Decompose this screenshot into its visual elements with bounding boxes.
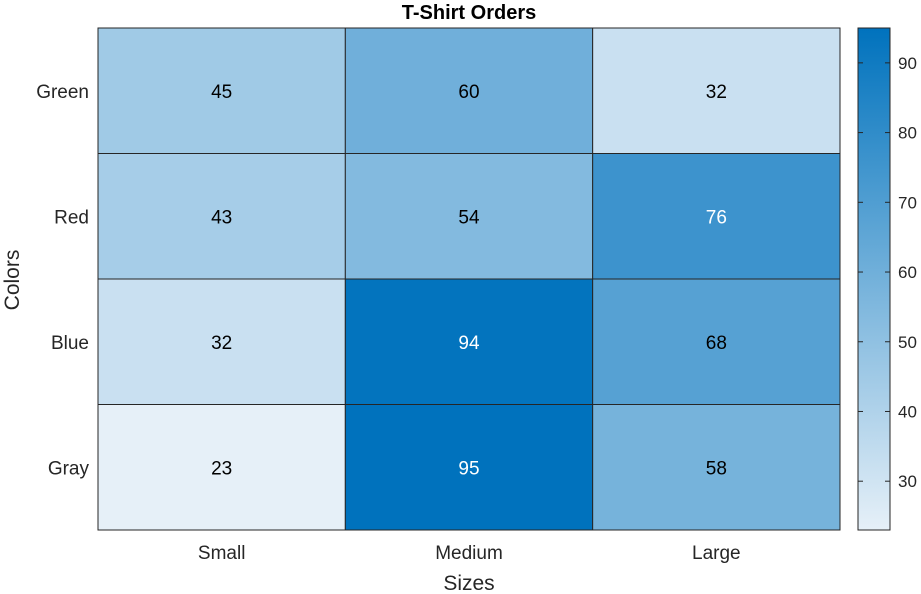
- y-axis-label: Colors: [1, 250, 24, 311]
- colorbar-tick-label: 30: [898, 472, 917, 491]
- heatmap-cell: [344, 153, 594, 280]
- heatmap-cell: [592, 153, 841, 280]
- y-tick-label: Red: [54, 207, 89, 228]
- cell-value-label: 45: [211, 82, 232, 103]
- y-tick-label: Blue: [51, 333, 89, 354]
- colorbar-tick-label: 40: [898, 402, 917, 421]
- heatmap-cell: [592, 404, 841, 531]
- colorbar-gradient: [857, 27, 891, 531]
- cell-value-label: 32: [706, 82, 727, 103]
- colorbar-tick-label: 50: [898, 333, 917, 352]
- plot-frame: [97, 27, 841, 531]
- heatmap-cells: 45 60 32 43 54 76 32 94 68 23 95 58: [97, 27, 841, 531]
- heatmap-cell: [344, 27, 594, 154]
- colorbar: 30 40 50 60 70 80 90: [857, 27, 917, 531]
- cell-value-label: 95: [458, 458, 479, 479]
- cell-value-label: 43: [211, 207, 232, 228]
- cell-value-label: 32: [211, 333, 232, 354]
- x-tick-label: Medium: [435, 543, 503, 564]
- chart-title: T-Shirt Orders: [402, 2, 536, 24]
- colorbar-tick-label: 80: [898, 124, 917, 143]
- colorbar-tick-label: 60: [898, 263, 917, 282]
- heatmap-cell: [97, 404, 346, 531]
- x-tick-labels: Small Medium Large: [198, 543, 741, 564]
- cell-value-label: 58: [706, 458, 727, 479]
- heatmap-cell: [97, 278, 346, 405]
- y-tick-labels: Green Red Blue Gray: [36, 82, 89, 480]
- cell-value-label: 76: [706, 207, 727, 228]
- colorbar-tick-label: 90: [898, 54, 917, 73]
- cell-value-label: 54: [458, 207, 480, 228]
- y-tick-label: Green: [36, 82, 89, 103]
- cell-value-label: 94: [458, 333, 480, 354]
- cell-value-label: 23: [211, 458, 232, 479]
- cell-value-label: 68: [706, 333, 727, 354]
- x-axis-label: Sizes: [443, 572, 494, 594]
- cell-value-label: 60: [458, 82, 479, 103]
- heatmap-cell: [97, 27, 346, 154]
- colorbar-tick-label: 70: [898, 193, 917, 212]
- heatmap-cell: [97, 153, 346, 280]
- x-tick-label: Small: [198, 543, 246, 564]
- heatmap-cell: [344, 278, 594, 405]
- y-tick-label: Gray: [48, 458, 90, 479]
- x-tick-label: Large: [692, 543, 741, 564]
